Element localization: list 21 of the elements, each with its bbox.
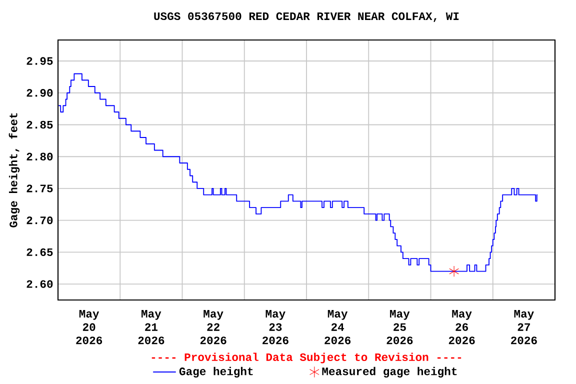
y-tick-label: 2.85 bbox=[26, 120, 53, 129]
x-tick-label: May 24 2026 bbox=[324, 310, 351, 344]
y-tick-label: 2.90 bbox=[26, 89, 53, 97]
y-tick-label: 2.65 bbox=[26, 248, 53, 256]
y-tick-label: 2.60 bbox=[26, 280, 53, 288]
text: ---- Provisional Data Subject to Revision ---- bbox=[152, 352, 462, 364]
x-tick-label: May 25 2026 bbox=[386, 310, 413, 344]
chart-title: USGS 05367500 RED CEDAR RIVER NEAR COLFAX, WI bbox=[154, 12, 459, 22]
legend-label: Gage height bbox=[179, 366, 253, 378]
legend-label: Measured gage height bbox=[322, 366, 457, 378]
y-tick-label: 2.95 bbox=[26, 57, 53, 65]
y-tick-label: 2.75 bbox=[26, 184, 53, 192]
y-tick-label: 2.70 bbox=[26, 216, 53, 224]
x-tick-label: May 21 2026 bbox=[138, 310, 164, 344]
x-tick-label: May 22 2026 bbox=[200, 310, 226, 344]
y-tick-label: 2.80 bbox=[26, 152, 53, 160]
x-tick-label: May 27 2026 bbox=[511, 310, 537, 344]
y-axis-title: Gage height, feet bbox=[8, 113, 20, 228]
x-tick-label: May 23 2026 bbox=[262, 310, 288, 344]
x-tick-label: May 26 2026 bbox=[448, 310, 475, 344]
x-tick-label: May 20 2026 bbox=[76, 310, 102, 344]
